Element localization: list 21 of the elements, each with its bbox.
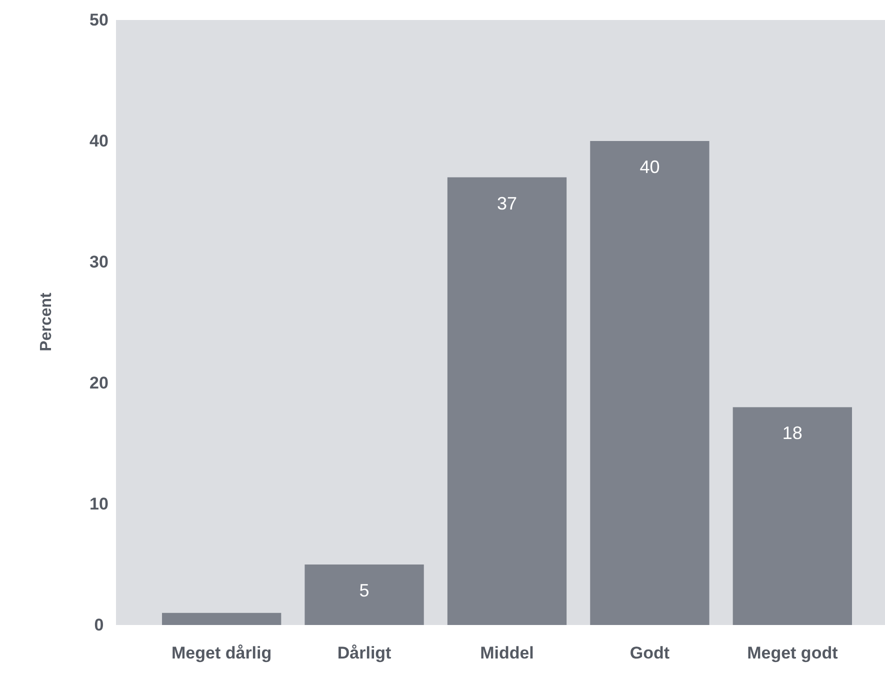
bar — [304, 564, 424, 625]
y-tick-label: 10 — [90, 494, 108, 514]
y-tick-label: 40 — [90, 132, 108, 150]
bar — [732, 407, 852, 625]
data-label: 40 — [640, 157, 660, 177]
x-tick-label: Godt — [630, 643, 670, 662]
y-tick-label: 50 — [90, 10, 108, 30]
data-label: 5 — [359, 580, 370, 600]
x-tick-label: Middel — [480, 643, 534, 662]
x-tick-label: Meget godt — [747, 643, 838, 662]
data-label: 37 — [496, 193, 518, 214]
x-tick-label: Dårligt — [337, 643, 392, 662]
bar — [447, 177, 567, 625]
y-axis-title: Percent — [38, 292, 55, 352]
bar — [162, 612, 282, 625]
bar — [590, 141, 710, 625]
y-tick-label: 20 — [90, 374, 108, 392]
y-tick-label: 30 — [90, 252, 108, 272]
x-tick-label: Meget dårlig — [172, 643, 272, 662]
data-label: 18 — [782, 423, 802, 444]
y-tick-label: 0 — [94, 616, 104, 634]
